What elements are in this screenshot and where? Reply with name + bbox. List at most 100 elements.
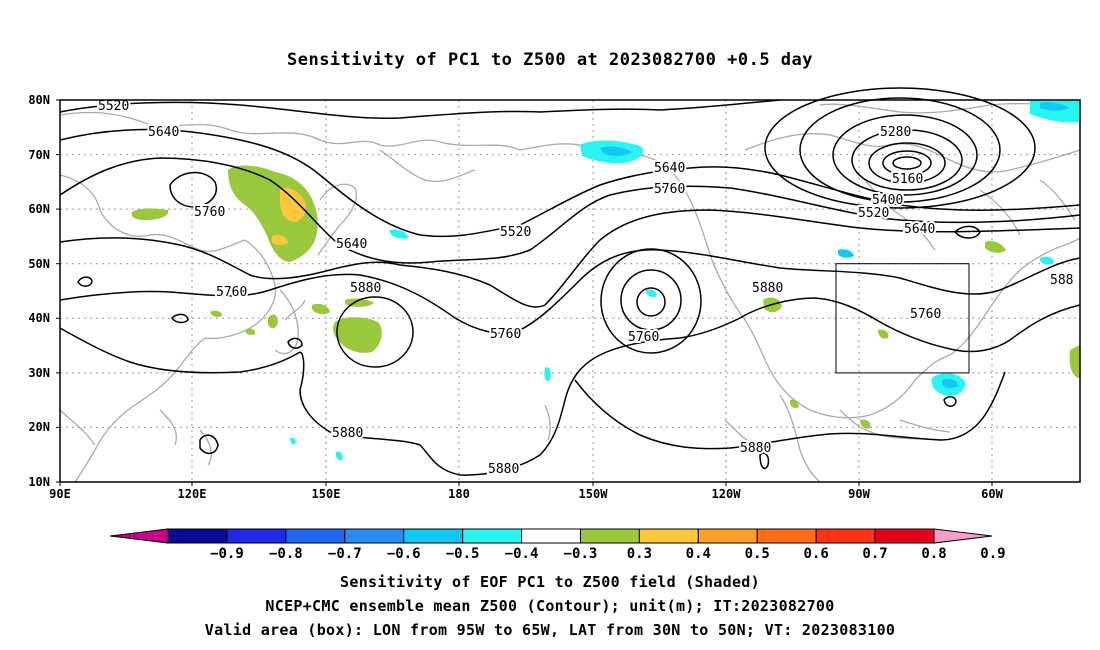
colorbar-tick-label: −0.8 xyxy=(269,546,303,562)
shade-green-namerica-c xyxy=(985,240,1006,253)
contour-label: 5400 xyxy=(872,193,903,208)
shade-green-asia-north xyxy=(228,165,318,262)
colorbar-swatch xyxy=(521,528,581,544)
colorbar: −0.9 −0.8 −0.7 −0.6 −0.5 −0.4 −0.3 0.3 0.4 0.5 0.6… xyxy=(109,528,1006,562)
lat-tick-label: 30N xyxy=(28,366,50,380)
contour-label: 5640 xyxy=(336,237,367,252)
colorbar-swatch xyxy=(579,528,640,544)
caption-line-3: Valid area (box): LON from 95W to 65W, L… xyxy=(204,621,896,639)
contour-label: 588 xyxy=(1050,273,1073,288)
contour-label: 5760 xyxy=(628,330,659,345)
contour-label: 5520 xyxy=(858,206,889,221)
colorbar-swatch xyxy=(285,528,346,544)
colorbar-swatch xyxy=(344,528,405,544)
colorbar-swatch xyxy=(756,528,817,544)
shade-green-sea xyxy=(210,310,222,317)
longitude-labels: 90E 120E 150E 180 150W 120W 90W 60W xyxy=(49,487,1003,501)
lon-tick-label: 150W xyxy=(579,487,609,501)
shade-green-east-edge xyxy=(1069,345,1080,378)
colorbar-tick-label: −0.4 xyxy=(505,546,539,562)
contour-label: 5760 xyxy=(654,182,685,197)
colorbar-swatch xyxy=(638,528,699,544)
lat-tick-label: 10N xyxy=(28,475,50,489)
colorbar-swatch xyxy=(462,528,523,544)
shade-cyan-center xyxy=(646,289,657,298)
shade-yellow-asia xyxy=(280,187,306,222)
shade-blue-ne xyxy=(1040,102,1070,111)
lat-tick-label: 40N xyxy=(28,311,50,325)
shade-green-caribbean xyxy=(860,419,871,429)
map-title: Sensitivity of PC1 to Z500 at 2023082700… xyxy=(286,50,813,70)
z500-contours xyxy=(59,87,1081,476)
shade-green-namerica-b xyxy=(878,329,889,339)
colorbar-tick-label: 0.5 xyxy=(745,546,770,562)
colorbar-tick-label: 0.8 xyxy=(921,546,946,562)
contour-label: 5880 xyxy=(740,441,771,456)
valid-area-box xyxy=(835,263,970,374)
shade-green-west xyxy=(131,208,169,220)
shade-yellow-asia-small xyxy=(272,234,288,245)
contour-label: 5880 xyxy=(488,462,519,477)
lat-tick-label: 70N xyxy=(28,148,50,162)
sensitivity-shading xyxy=(131,100,1080,461)
shade-green-japan xyxy=(268,314,278,329)
lon-tick-label: 120E xyxy=(178,487,207,501)
shade-cyan-small-2 xyxy=(1040,256,1054,265)
shade-cyan-small-4 xyxy=(335,451,343,461)
contour-label: 5520 xyxy=(500,225,531,240)
colorbar-tick-label: 0.4 xyxy=(686,546,711,562)
map-frame xyxy=(60,100,1080,482)
shade-green-sea-b xyxy=(245,328,256,335)
shade-cyan-small-3 xyxy=(290,437,296,445)
colorbar-tick-label: 0.6 xyxy=(804,546,829,562)
contour-label: 5880 xyxy=(752,281,783,296)
contour-label: 5520 xyxy=(98,99,129,114)
colorbar-tick-label: −0.9 xyxy=(210,546,244,562)
colorbar-swatch xyxy=(167,528,228,544)
contour-label: 5640 xyxy=(904,222,935,237)
contour-label: 5280 xyxy=(880,125,911,140)
contour-label: 5760 xyxy=(490,327,521,342)
shade-blue-arctic xyxy=(600,146,632,157)
colorbar-tick-label: −0.3 xyxy=(564,546,598,562)
lon-tick-label: 180 xyxy=(448,487,470,501)
shade-cyan-small-1 xyxy=(390,229,408,239)
colorbar-tick-label: 0.9 xyxy=(980,546,1005,562)
contour-label: 5640 xyxy=(148,125,179,140)
colorbar-tick-label: −0.7 xyxy=(328,546,362,562)
contour-label: 5160 xyxy=(892,172,923,187)
caption-line-2: NCEP+CMC ensemble mean Z500 (Contour); u… xyxy=(265,597,835,615)
colorbar-swatch xyxy=(697,528,758,544)
contour-label: 5880 xyxy=(350,281,381,296)
lon-tick-label: 150E xyxy=(312,487,341,501)
shade-blue-gulf xyxy=(942,378,958,389)
shade-green-pacific xyxy=(333,317,382,353)
lat-tick-label: 80N xyxy=(28,93,50,107)
lon-tick-label: 90E xyxy=(49,487,71,501)
latitude-labels: 80N 70N 60N 50N 40N 30N 20N 10N xyxy=(28,93,50,489)
colorbar-swatch xyxy=(815,528,876,544)
colorbar-tick-label: 0.7 xyxy=(862,546,887,562)
shade-blue-small-1 xyxy=(838,249,854,258)
colorbar-extend-high xyxy=(933,528,993,544)
colorbar-swatch xyxy=(874,528,935,544)
colorbar-swatch xyxy=(226,528,287,544)
colorbar-swatch xyxy=(403,528,464,544)
shade-green-pacific-c xyxy=(312,303,330,315)
lon-tick-label: 90W xyxy=(848,487,870,501)
contour-label: 5760 xyxy=(216,285,247,300)
lon-tick-label: 60W xyxy=(981,487,1003,501)
shade-cyan-sw xyxy=(544,367,551,382)
colorbar-tick-label: −0.5 xyxy=(446,546,480,562)
shade-green-mexico xyxy=(789,399,799,409)
contour-label: 5760 xyxy=(910,307,941,322)
lon-tick-label: 120W xyxy=(712,487,742,501)
lat-tick-label: 60N xyxy=(28,202,50,216)
caption-line-1: Sensitivity of EOF PC1 to Z500 field (Sh… xyxy=(340,573,760,591)
colorbar-extend-low xyxy=(109,528,169,544)
contour-label: 5760 xyxy=(194,205,225,220)
lat-tick-label: 20N xyxy=(28,420,50,434)
contour-label: 5880 xyxy=(332,426,363,441)
colorbar-tick-label: 0.3 xyxy=(627,546,652,562)
